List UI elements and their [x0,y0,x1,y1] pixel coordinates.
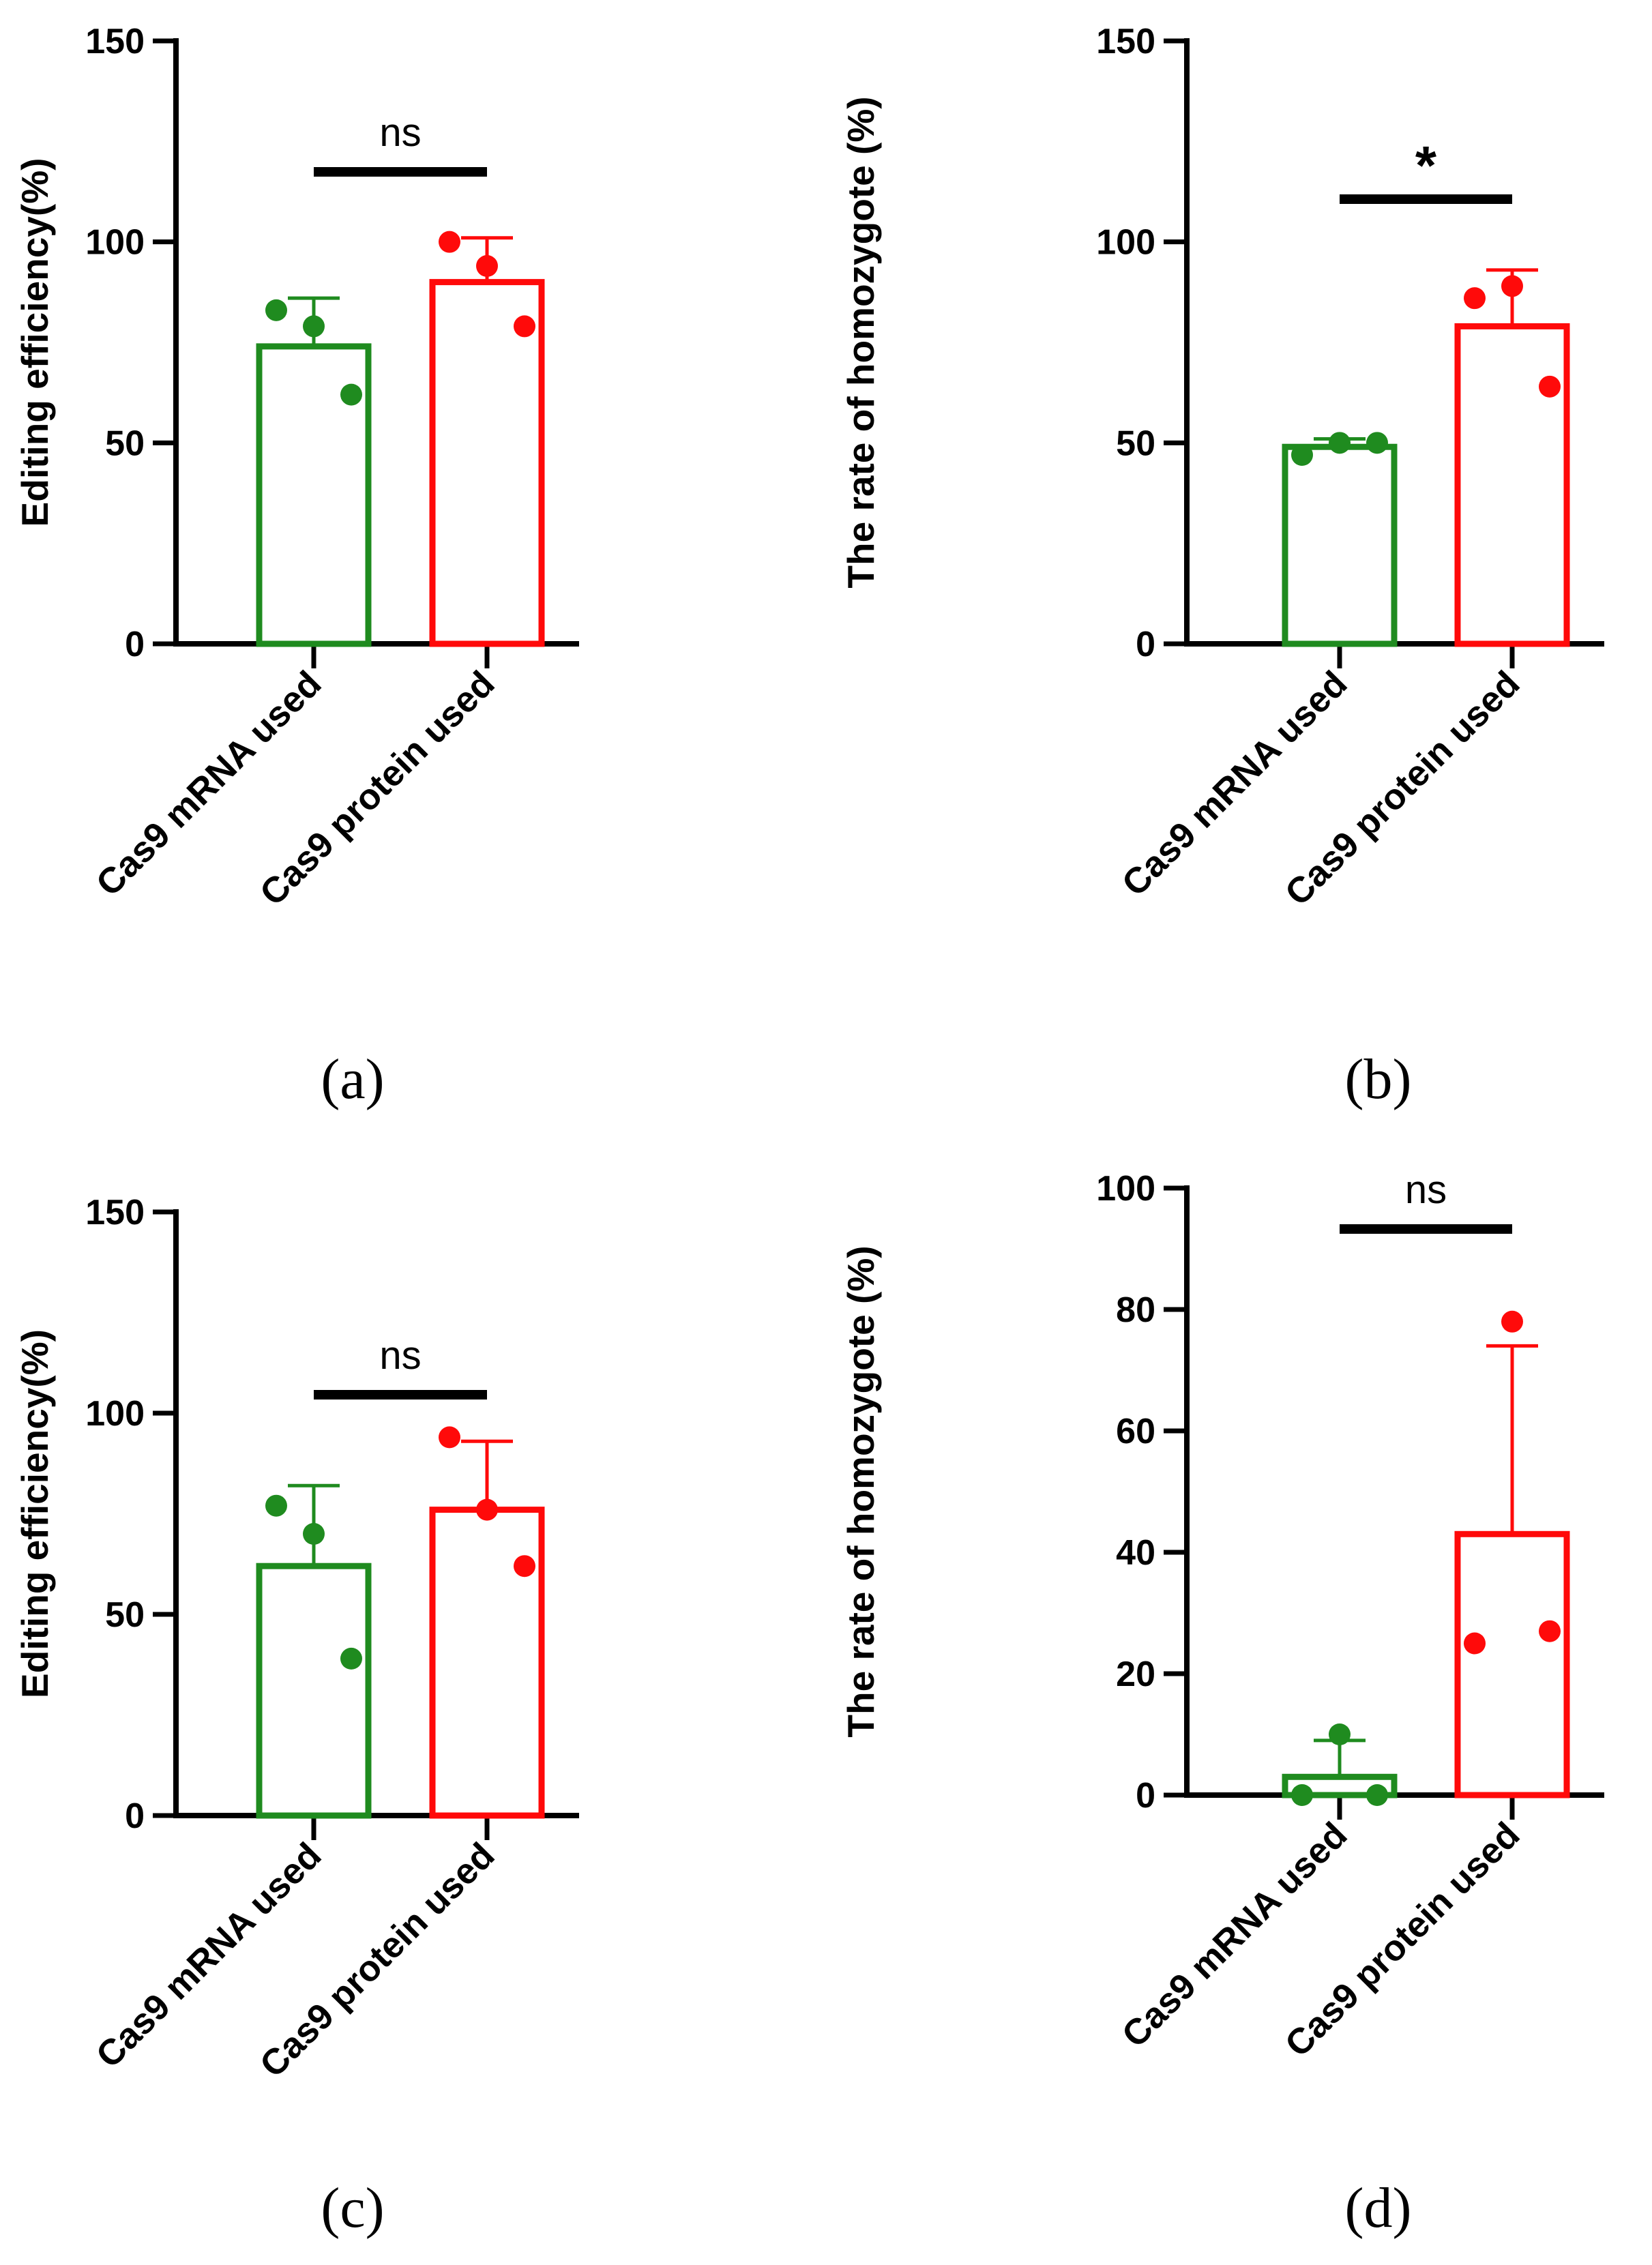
significance-label: ns [379,110,421,155]
bar-mrna [256,1563,372,1819]
y-axis-label: Editing efficiency(%) [14,158,56,527]
data-point [265,299,287,321]
panel-a: 0 50 100 150 Editing efficiency(%) Cas9 mRNA … [0,0,826,1134]
data-point [1464,287,1486,310]
data-point [439,231,460,253]
data-point [265,1494,287,1517]
data-point [1329,1723,1351,1745]
data-point [303,315,325,338]
data-point [439,1426,460,1449]
data-point [1539,375,1561,398]
data-point [476,1498,498,1521]
y-tick-label: 100 [1096,1169,1155,1209]
panel-c: 0 50 100 150 Editing efficiency(%) Cas9 mRNA … [0,1131,826,2265]
data-point [303,1523,325,1545]
data-point [1501,1310,1523,1333]
y-tick-label: 0 [1136,1776,1155,1816]
y-axis-label: The rate of homozygote (%) [840,1245,882,1737]
data-point [340,1647,362,1670]
data-point [514,315,535,338]
y-tick-label: 150 [1096,22,1155,61]
significance-label: ns [1405,1168,1447,1212]
y-tick-label: 40 [1116,1533,1155,1573]
y-tick-label: 80 [1116,1290,1155,1330]
data-point [1329,432,1351,454]
y-tick-label: 0 [1136,625,1155,664]
data-point [1291,444,1313,467]
y-tick-label: 100 [85,223,145,263]
bar-mrna [1282,1773,1398,1798]
data-point [1501,275,1523,297]
y-tick-label: 20 [1116,1655,1155,1694]
y-tick-label: 150 [85,22,145,61]
panel-caption: (c) [321,2176,384,2240]
bar-protein [1454,1530,1570,1798]
y-axis-label: Editing efficiency(%) [14,1329,56,1698]
data-point [1464,1632,1486,1655]
y-tick-label: 0 [125,625,145,664]
y-tick-label: 50 [1116,424,1155,463]
data-point [514,1555,535,1578]
panel-d: 0 20 40 60 80 100 The rate of homozygote (%) Ca… [826,1131,1652,2265]
y-axis-label: The rate of homozygote (%) [840,96,882,588]
data-point [1366,1784,1388,1806]
y-tick-label: 0 [125,1796,145,1836]
data-point [1366,432,1388,454]
panel-caption: (a) [321,1048,384,1111]
y-tick-label: 60 [1116,1412,1155,1451]
data-point [1539,1620,1561,1642]
significance-label: * [1415,135,1437,196]
bar-mrna [1282,443,1398,647]
y-tick-label: 50 [105,424,145,463]
data-point [476,255,498,278]
panel-b: 0 50 100 150 The rate of homozygote (%) Cas9 … [826,0,1652,1134]
y-tick-label: 100 [85,1394,145,1434]
y-tick-label: 100 [1096,223,1155,263]
y-tick-label: 50 [105,1595,145,1635]
data-point [340,383,362,406]
significance-label: ns [379,1333,421,1378]
bar-protein [1454,323,1570,647]
data-point [1291,1784,1313,1806]
panel-caption: (b) [1345,1048,1412,1111]
y-tick-label: 150 [85,1193,145,1232]
panel-caption: (d) [1345,2176,1412,2240]
